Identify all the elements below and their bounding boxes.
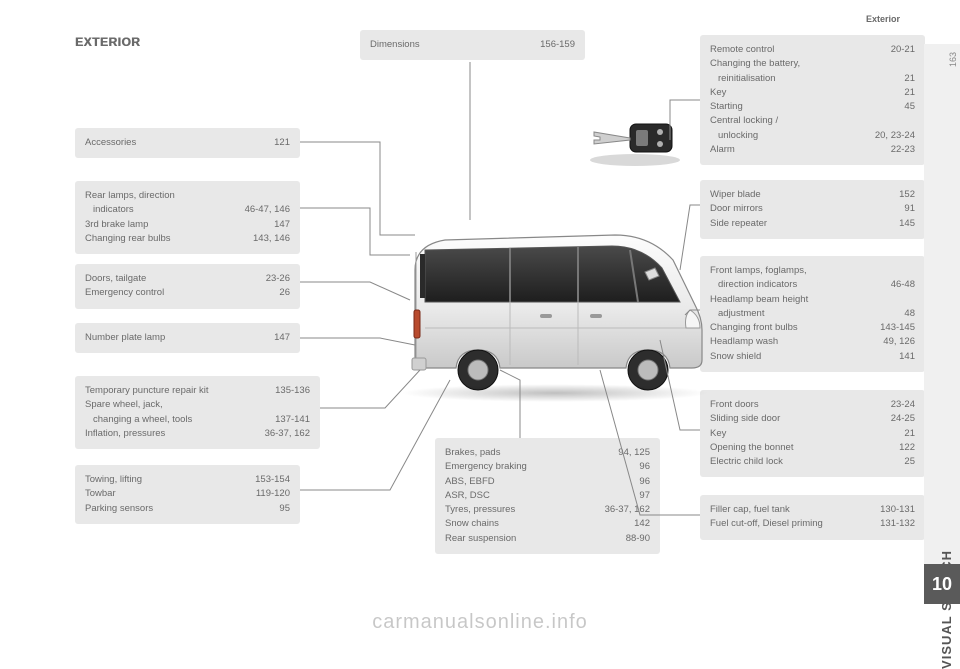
watermark: carmanualsonline.info (372, 611, 588, 634)
chapter-number: 10 (924, 564, 960, 604)
sidebar: 163 VISUAL SEARCH 10 (924, 0, 960, 640)
page-number: 163 (948, 52, 958, 67)
